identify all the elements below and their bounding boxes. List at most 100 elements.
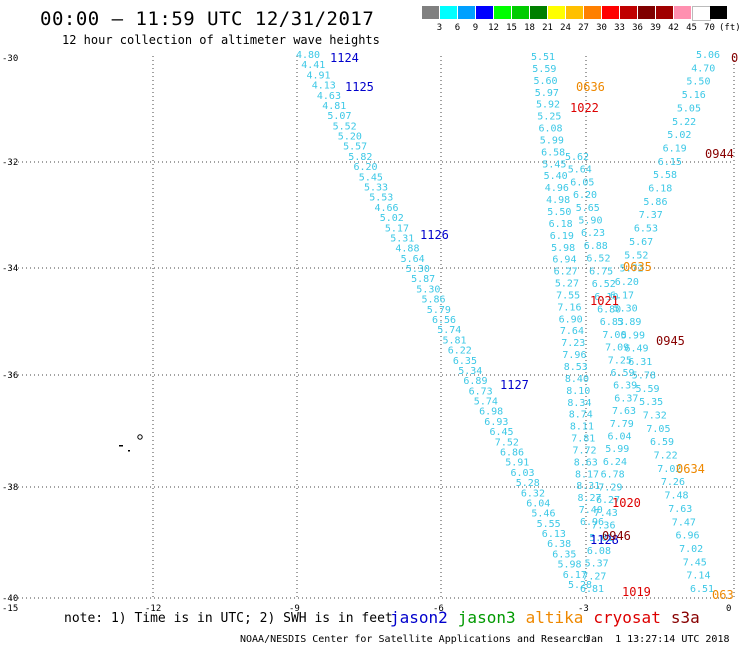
swh-value: 4.63 bbox=[317, 91, 341, 102]
swh-value: 6.08 bbox=[587, 546, 611, 557]
lon-label: -12 bbox=[145, 604, 161, 614]
swh-value: 6.86 bbox=[500, 448, 524, 459]
swh-value: 4.80 bbox=[296, 50, 320, 61]
swh-value: 5.86 bbox=[643, 197, 667, 208]
swh-value: 6.38 bbox=[547, 539, 571, 550]
swh-value: 5.31 bbox=[390, 234, 414, 245]
pass-time-label: 1126 bbox=[420, 228, 449, 242]
swh-value: 6.04 bbox=[608, 432, 632, 443]
swh-value: 7.36 bbox=[591, 521, 615, 532]
swh-value: 4.91 bbox=[307, 70, 331, 81]
swh-value: 4.98 bbox=[546, 195, 570, 206]
swh-value: 5.98 bbox=[551, 243, 575, 254]
credit-line: NOAA/NESDIS Center for Satellite Applica… bbox=[240, 634, 590, 645]
color-scale-label: 3 bbox=[436, 23, 443, 33]
swh-value: 4.66 bbox=[375, 203, 399, 214]
swh-value: 5.64 bbox=[568, 165, 592, 176]
swh-value: 5.97 bbox=[535, 88, 559, 99]
color-swatch bbox=[638, 6, 655, 19]
swh-value: 7.96 bbox=[562, 350, 586, 361]
lon-label: -6 bbox=[433, 604, 444, 614]
swh-value: 6.24 bbox=[603, 457, 627, 468]
color-scale-label: 24 bbox=[560, 23, 571, 33]
swh-value: 5.52 bbox=[624, 250, 648, 261]
swh-value: 7.25 bbox=[608, 355, 632, 366]
swh-value: 5.57 bbox=[343, 142, 367, 153]
color-swatch bbox=[440, 6, 457, 19]
swh-value: 4.81 bbox=[322, 101, 346, 112]
swh-value: 6.04 bbox=[526, 499, 550, 510]
swh-value: 5.50 bbox=[686, 77, 710, 88]
swh-value: 5.45 bbox=[542, 159, 566, 170]
swh-value: 4.13 bbox=[312, 81, 336, 92]
lon-label: -3 bbox=[578, 604, 589, 614]
swh-value: 5.82 bbox=[348, 152, 372, 163]
swh-value: 5.45 bbox=[359, 172, 383, 183]
swh-value: 7.02 bbox=[657, 464, 681, 475]
swh-value: 7.81 bbox=[571, 434, 595, 445]
island-dot bbox=[119, 445, 123, 447]
swh-value: 6.20 bbox=[573, 190, 597, 201]
island-marks bbox=[119, 434, 143, 452]
map-subtitle: 12 hour collection of altimeter wave hei… bbox=[62, 33, 380, 47]
swh-value: 6.05 bbox=[570, 177, 594, 188]
pass-time-label: 0946 bbox=[602, 529, 631, 543]
color-swatch bbox=[548, 6, 565, 19]
swh-value: 5.64 bbox=[401, 254, 425, 265]
swh-value: 5.92 bbox=[536, 100, 560, 111]
legend-item-jason2: jason2 bbox=[390, 608, 448, 627]
swh-value: 7.40 bbox=[579, 505, 603, 516]
swh-value: 5.67 bbox=[629, 237, 653, 248]
swh-value: 5.62 bbox=[565, 152, 589, 163]
swh-value: 6.13 bbox=[542, 529, 566, 540]
swh-value: 7.37 bbox=[639, 210, 663, 221]
swh-value: 5.74 bbox=[474, 397, 498, 408]
swh-value: 5.52 bbox=[333, 121, 357, 132]
swh-value: 6.35 bbox=[552, 549, 576, 560]
swh-value: 6.17 bbox=[610, 290, 634, 301]
lat-label: -40 bbox=[2, 594, 18, 604]
swh-value: 5.60 bbox=[534, 76, 558, 87]
graticule bbox=[10, 56, 735, 599]
swh-value: 7.52 bbox=[495, 437, 519, 448]
swh-value: 4.96 bbox=[545, 183, 569, 194]
swh-value: 6.75 bbox=[589, 266, 613, 277]
swh-value: 6.20 bbox=[354, 162, 378, 173]
color-scale-label: 70 bbox=[704, 23, 715, 33]
swh-value: 6.17 bbox=[563, 570, 587, 581]
swh-value: 5.74 bbox=[437, 325, 461, 336]
swh-value: 6.81 bbox=[580, 584, 604, 595]
swh-value: 6.39 bbox=[613, 381, 637, 392]
swh-value: 6.73 bbox=[469, 386, 493, 397]
swh-value: 8.31 bbox=[576, 481, 600, 492]
swh-value: 6.19 bbox=[550, 231, 574, 242]
color-swatch bbox=[476, 6, 493, 19]
color-swatch bbox=[458, 6, 475, 19]
swh-value: 5.05 bbox=[677, 103, 701, 114]
swh-value: 7.05 bbox=[646, 424, 670, 435]
satellite-tracks: 4.804.414.914.134.634.815.075.525.205.57… bbox=[296, 50, 720, 595]
color-swatch bbox=[494, 6, 511, 19]
swh-value: 5.17 bbox=[385, 223, 409, 234]
swh-value: 6.59 bbox=[650, 437, 674, 448]
color-scale-label: 33 bbox=[614, 23, 625, 33]
swh-value: 8.40 bbox=[565, 374, 589, 385]
swh-value: 6.08 bbox=[539, 124, 563, 135]
swh-value: 7.45 bbox=[683, 557, 707, 568]
color-scale-label: (ft) bbox=[719, 23, 740, 33]
color-swatch bbox=[512, 6, 529, 19]
swh-value: 6.52 bbox=[586, 254, 610, 265]
swh-value: 6.88 bbox=[584, 241, 608, 252]
swh-value: 5.33 bbox=[364, 183, 388, 194]
swh-value: 6.10 bbox=[594, 292, 618, 303]
color-swatch bbox=[656, 6, 673, 19]
swh-value: 6.19 bbox=[663, 143, 687, 154]
swh-value: 7.32 bbox=[643, 411, 667, 422]
swh-value: 8.10 bbox=[566, 386, 590, 397]
swh-value: 5.07 bbox=[327, 111, 351, 122]
color-scale-label: 45 bbox=[686, 23, 697, 33]
swh-value: 5.30 bbox=[406, 264, 430, 275]
swh-value: 5.55 bbox=[537, 519, 561, 530]
swh-value: 5.65 bbox=[576, 203, 600, 214]
swh-value: 6.83 bbox=[600, 317, 624, 328]
